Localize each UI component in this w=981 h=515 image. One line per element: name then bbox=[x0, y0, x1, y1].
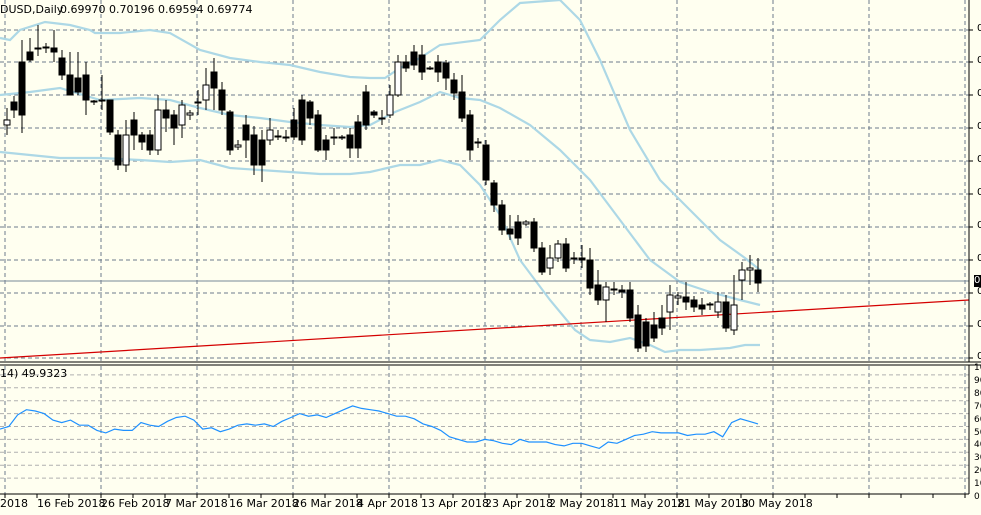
rsi-axis-label: 40 bbox=[974, 440, 981, 451]
rsi-axis-label: 10 bbox=[974, 363, 981, 373]
price-axis-label: 0 bbox=[977, 55, 981, 66]
time-axis-label: 16 Mar 2018 bbox=[229, 497, 299, 510]
time-axis-ticks bbox=[4, 494, 966, 498]
time-axis-label: 16 Feb 2018 bbox=[37, 497, 106, 510]
rsi-axis-label: 20 bbox=[974, 466, 981, 477]
price-axis-label: 0 bbox=[977, 319, 981, 330]
bollinger-bands bbox=[0, 0, 761, 354]
time-axis-label: 2018 bbox=[0, 497, 28, 510]
rsi-title: 14) 49.9323 bbox=[0, 367, 68, 380]
chart-title: DUSD,Daily bbox=[0, 3, 64, 16]
price-axis-label: 0 bbox=[977, 253, 981, 264]
rsi-axis-label: 0 bbox=[974, 492, 980, 502]
rsi-axis-label: 90 bbox=[974, 375, 981, 386]
price-axis-label: 0 bbox=[977, 88, 981, 99]
time-axis-label: 26 Feb 2018 bbox=[101, 497, 170, 510]
rsi-axis-label: 60 bbox=[974, 414, 981, 425]
time-axis-label: 11 May 2018 bbox=[613, 497, 685, 510]
rsi-axis-label: 80 bbox=[974, 388, 981, 399]
rsi-axis-label: 70 bbox=[974, 401, 981, 412]
price-grid bbox=[0, 0, 969, 362]
time-axis-label: 26 Mar 2018 bbox=[293, 497, 363, 510]
time-axis-label: 30 May 2018 bbox=[741, 497, 813, 510]
candlestick-series bbox=[3, 25, 762, 352]
time-axis-label: 4 Apr 2018 bbox=[357, 497, 419, 510]
price-axis-label: 0 bbox=[977, 121, 981, 132]
rsi-axis-label: 30 bbox=[974, 453, 981, 464]
price-axis-label: 0 bbox=[977, 220, 981, 231]
time-axis-label: 2 May 2018 bbox=[549, 497, 614, 510]
price-axis-label: 0 bbox=[977, 286, 981, 297]
current-price-label: 0 bbox=[974, 275, 981, 287]
rsi-axis-label: 50 bbox=[974, 427, 981, 438]
time-axis-label: 23 Apr 2018 bbox=[485, 497, 554, 510]
price-axis-label: 0 bbox=[977, 351, 981, 362]
rsi-axis-label: 10 bbox=[974, 479, 981, 490]
rsi-line bbox=[0, 405, 759, 450]
time-axis-label: 21 May 2018 bbox=[677, 497, 749, 510]
ohlc-values: 0.69970 0.70196 0.69594 0.69774 bbox=[60, 3, 253, 16]
price-axis-ticks bbox=[969, 29, 973, 359]
rsi-grid bbox=[0, 366, 969, 494]
time-axis-label: 7 Mar 2018 bbox=[165, 497, 228, 510]
trendline[interactable] bbox=[0, 299, 970, 359]
price-axis-label: 0 bbox=[977, 187, 981, 198]
time-axis-label: 13 Apr 2018 bbox=[421, 497, 490, 510]
price-axis-label: 0 bbox=[977, 154, 981, 165]
price-axis-label: 0 bbox=[977, 23, 981, 34]
